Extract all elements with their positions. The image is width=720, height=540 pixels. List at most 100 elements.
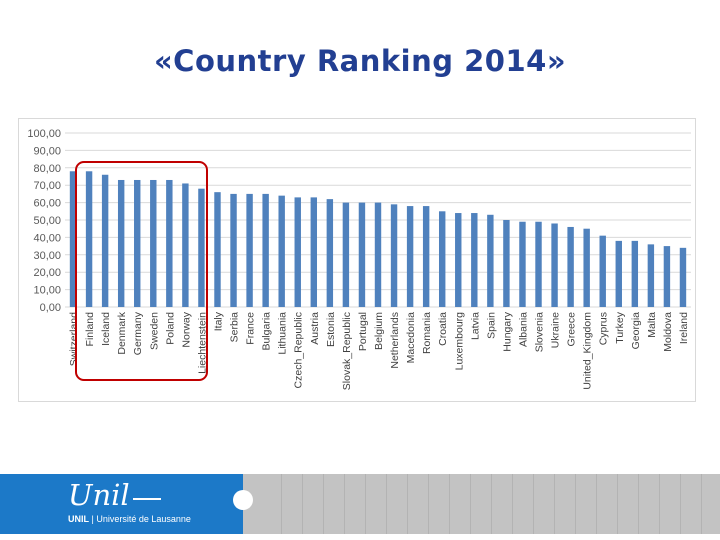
x-tick-label: Italy [212, 311, 224, 331]
bar [198, 188, 205, 307]
y-tick-label: 40,00 [33, 232, 61, 244]
bar [166, 179, 173, 307]
footer-divider [449, 474, 450, 534]
logo-subtitle-bold: UNIL [68, 514, 89, 524]
x-tick-label: Norway [180, 311, 192, 347]
x-tick-label: Macedonia [405, 312, 417, 364]
top-countries-highlight [75, 161, 208, 381]
bar [567, 226, 574, 307]
bar [69, 171, 77, 307]
x-tick-label: Turkey [614, 311, 626, 343]
bar [310, 197, 318, 307]
x-tick-label: Malta [646, 312, 658, 338]
x-tick-label: Cyprus [598, 312, 610, 345]
x-tick-label: Germany [132, 311, 144, 355]
x-tick-label: Liechtenstein [196, 312, 208, 374]
bar [214, 192, 221, 307]
footer-divider [617, 474, 618, 534]
bar [519, 221, 526, 307]
x-tick-label: Romania [421, 312, 433, 354]
bar [390, 204, 398, 307]
bar [679, 247, 687, 307]
chart-canvas: 0,00 10,00 20,00 30,00 40,00 50,00 60,00 70,00 8… [27, 128, 691, 390]
bar [551, 223, 558, 307]
bar [455, 213, 462, 307]
bar [358, 202, 366, 307]
y-tick-label: 90,00 [33, 145, 61, 157]
footer-divider [428, 474, 429, 534]
bar [85, 171, 93, 307]
x-tick-label: Iceland [100, 312, 112, 346]
x-tick-label: United_Kingdom [582, 312, 594, 390]
x-tick-label: Slovak_Republic [341, 312, 353, 390]
y-tick-label: 100,00 [27, 128, 61, 140]
y-tick-label: 20,00 [33, 267, 61, 279]
bar [663, 246, 671, 307]
x-tick-label: Finland [84, 312, 96, 347]
y-tick-label: 30,00 [33, 250, 61, 262]
y-tick-label: 50,00 [33, 215, 61, 227]
x-tick-label: Hungary [501, 311, 513, 351]
bar [262, 193, 269, 307]
footer-divider [281, 474, 282, 534]
footer-divider [344, 474, 345, 534]
bar [599, 235, 606, 307]
footer-divider [512, 474, 513, 534]
x-tick-label: Ireland [678, 312, 690, 344]
bar [182, 183, 189, 307]
logo-subtitle-text: | Université de Lausanne [89, 514, 191, 524]
unil-logo: Unil UNIL | Université de Lausanne [0, 474, 243, 534]
footer-divider [386, 474, 387, 534]
x-tick-label: Poland [164, 312, 176, 345]
x-tick-label: France [245, 312, 257, 345]
x-tick-label: Denmark [116, 311, 128, 354]
footer-divider [533, 474, 534, 534]
bar [150, 179, 157, 307]
bar [294, 197, 301, 307]
x-tick-label: Greece [566, 312, 578, 347]
bar [471, 213, 478, 307]
x-tick-label: Netherlands [389, 312, 401, 369]
x-tick-label: Slovenia [534, 312, 546, 352]
logo-subtitle: UNIL | Université de Lausanne [68, 514, 191, 524]
y-tick-label: 10,00 [33, 285, 61, 297]
footer-divider [491, 474, 492, 534]
bar [374, 202, 382, 307]
bar [615, 240, 622, 307]
bar [117, 179, 125, 307]
x-tick-label: Portugal [357, 312, 369, 351]
x-tick-label: Serbia [229, 312, 241, 343]
bar [487, 214, 494, 307]
bar [631, 240, 639, 307]
bar [101, 174, 109, 307]
footer-divider [554, 474, 555, 534]
footer-divider [680, 474, 681, 534]
footer-divider [302, 474, 303, 534]
x-tick-label: Georgia [630, 312, 642, 350]
y-tick-label: 60,00 [33, 198, 61, 210]
x-tick-label: Latvia [469, 312, 481, 340]
footer-divider [659, 474, 660, 534]
bar [134, 179, 141, 307]
x-tick-label: Bulgaria [261, 312, 273, 351]
logo-wordmark: Unil [68, 478, 130, 512]
bar [278, 195, 285, 307]
logo-dot [233, 490, 253, 510]
bar-chart: 0,00 10,00 20,00 30,00 40,00 50,00 60,00 70,00 8… [18, 118, 696, 402]
footer-divider [470, 474, 471, 534]
x-tick-label: Sweden [148, 312, 160, 350]
footer-divider [407, 474, 408, 534]
bar [535, 221, 542, 307]
y-tick-label: 0,00 [40, 302, 61, 314]
bar [246, 193, 253, 307]
x-tick-label: Estonia [325, 312, 337, 347]
bar [647, 244, 655, 307]
y-tick-label: 70,00 [33, 180, 61, 192]
x-tick-label: Lithuania [277, 312, 289, 355]
x-tick-label: Croatia [437, 312, 449, 346]
footer-divider [638, 474, 639, 534]
footer-divider [365, 474, 366, 534]
bar [438, 211, 446, 307]
x-tick-label: Switzerland [68, 312, 80, 366]
footer-divider [323, 474, 324, 534]
